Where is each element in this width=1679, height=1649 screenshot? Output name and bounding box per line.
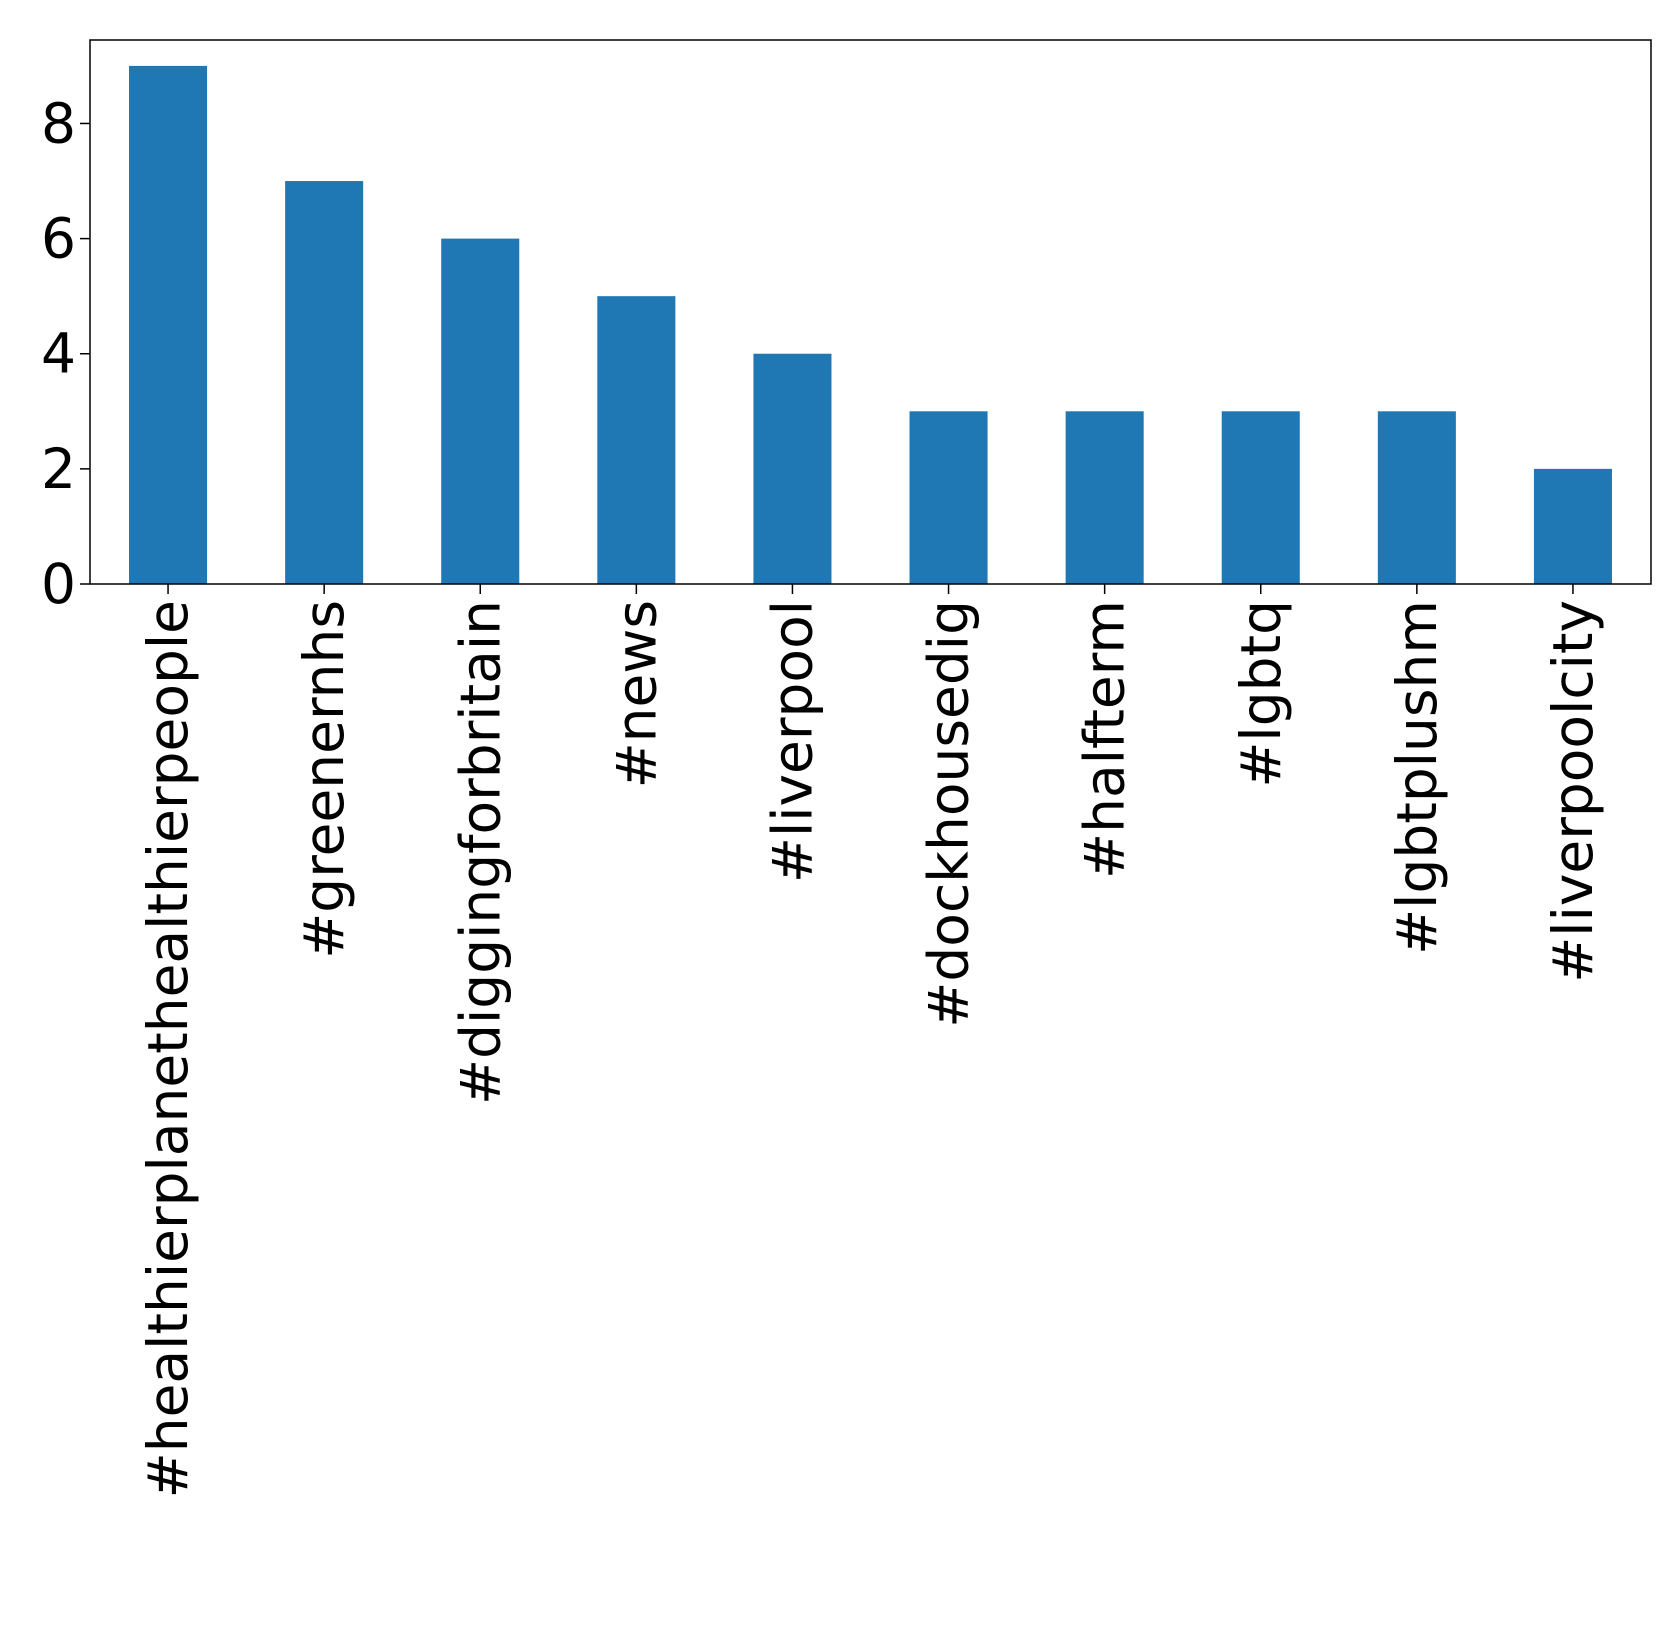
- y-tick-label: 6: [41, 207, 76, 271]
- bar: [1533, 468, 1612, 584]
- bar: [909, 411, 988, 584]
- x-tick-label: #news: [604, 600, 668, 788]
- plot-frame: [89, 39, 1652, 585]
- bar: [597, 296, 676, 584]
- x-tick-label: #lgbtplushm: [1385, 600, 1449, 955]
- x-tick-label: #lgbtq: [1229, 600, 1293, 788]
- y-tick-label: 8: [41, 91, 76, 155]
- bar: [285, 181, 364, 584]
- x-tick-label: #liverpool: [760, 600, 824, 883]
- bar: [753, 353, 832, 584]
- x-axis: #healthierplanethealthierpeople #greenern…: [136, 584, 1605, 1498]
- x-tick-label: #diggingforbritain: [448, 600, 512, 1105]
- y-tick-label: 4: [41, 322, 76, 386]
- y-tick-label: 0: [41, 552, 76, 616]
- bar: [441, 238, 520, 584]
- x-tick-label: #halfterm: [1073, 600, 1137, 879]
- bar: [1377, 411, 1456, 584]
- bars-group: [129, 65, 1612, 584]
- x-tick-label: #healthierplanethealthierpeople: [136, 600, 200, 1498]
- bar: [1221, 411, 1300, 584]
- x-tick-label: #dockhousedig: [917, 600, 981, 1028]
- bar: [129, 65, 208, 584]
- x-tick-label: #liverpoolcity: [1541, 600, 1605, 983]
- x-tick-label: #greenernhs: [292, 600, 356, 959]
- bar: [1065, 411, 1144, 584]
- y-axis: 0 2 4 6 8: [41, 91, 90, 616]
- y-tick-label: 2: [41, 437, 76, 501]
